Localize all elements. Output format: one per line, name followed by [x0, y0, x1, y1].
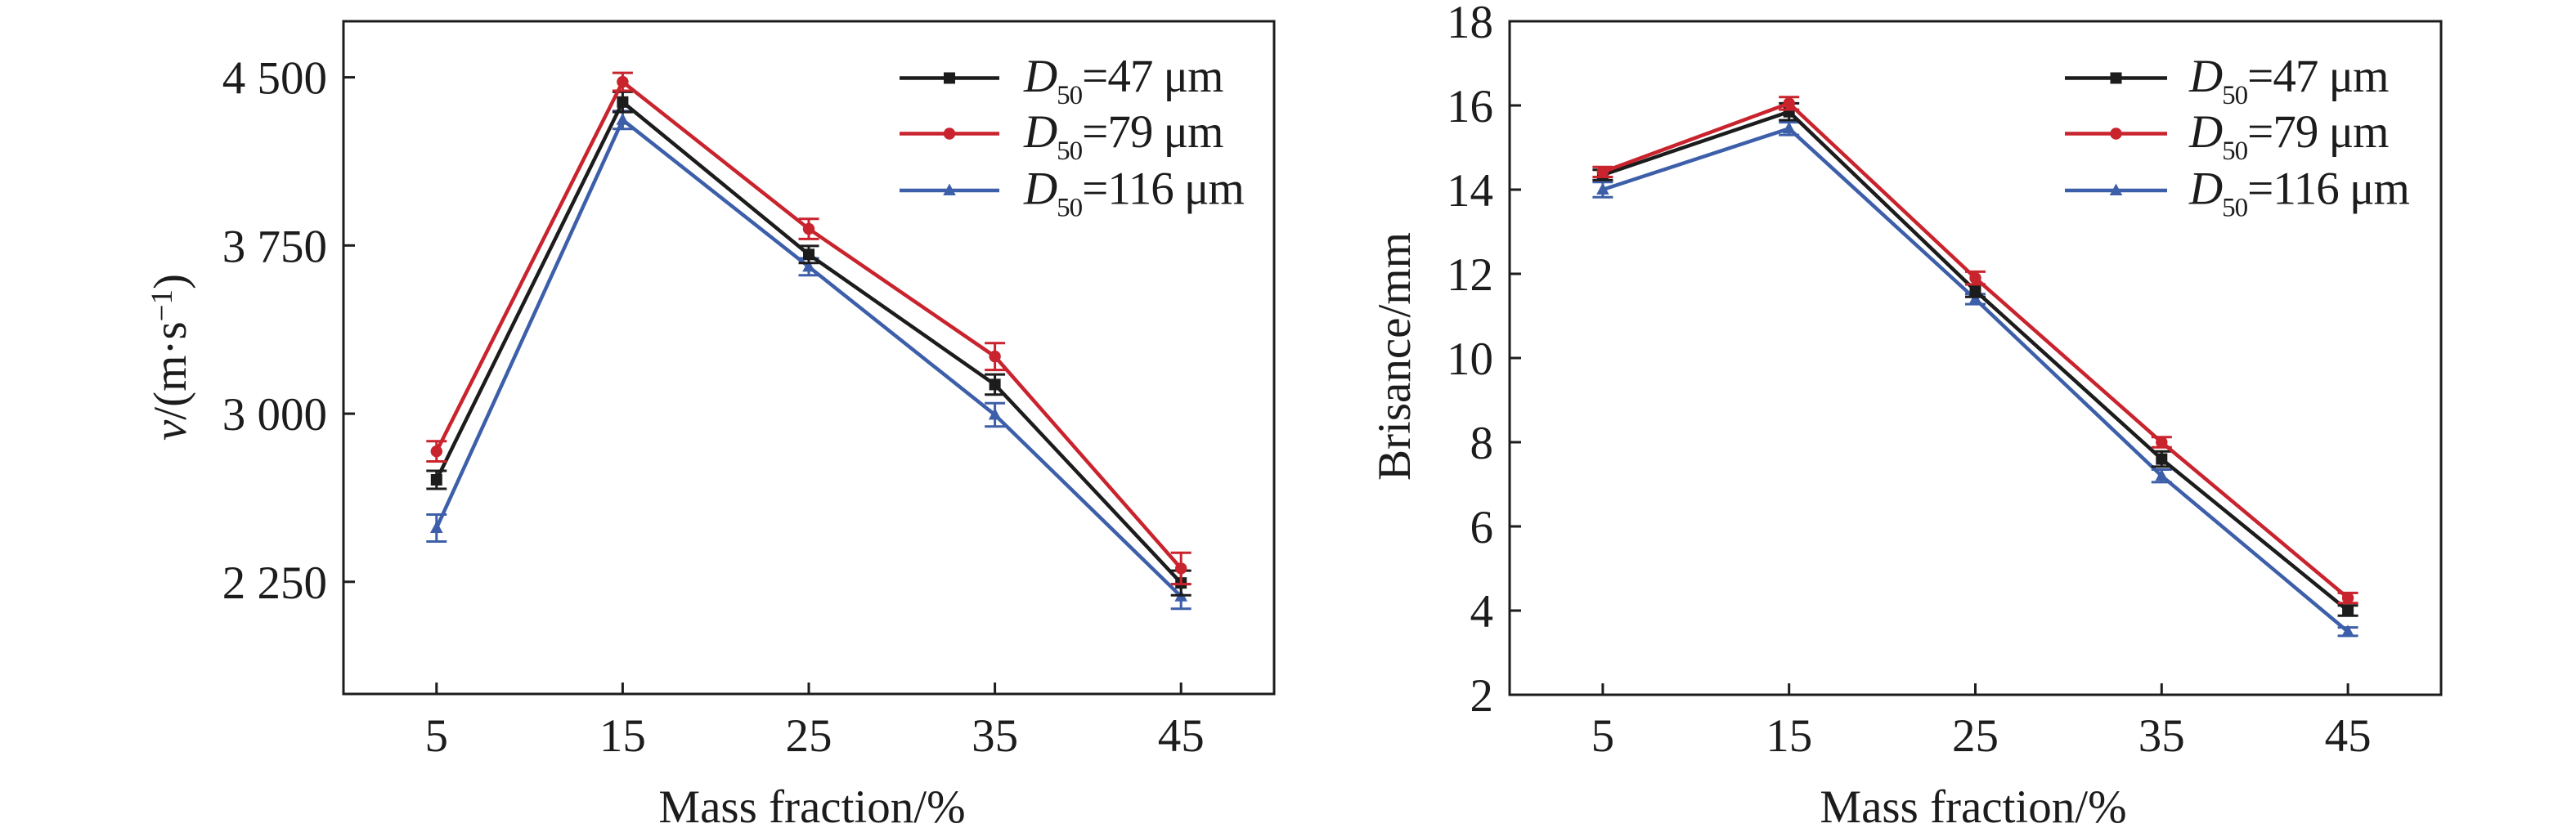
svg-text:2: 2	[1470, 670, 1494, 722]
svg-text:D50=79 μm: D50=79 μm	[2188, 106, 2389, 166]
svg-text:3 000: 3 000	[222, 389, 327, 441]
svg-text:D50=116 μm: D50=116 μm	[2188, 163, 2410, 223]
svg-text:2 250: 2 250	[222, 557, 327, 609]
svg-text:35: 35	[972, 710, 1018, 762]
svg-text:Mass fraction/%: Mass fraction/%	[658, 781, 965, 833]
svg-text:16: 16	[1447, 81, 1493, 132]
svg-text:18: 18	[1447, 0, 1493, 48]
svg-text:45: 45	[1158, 710, 1205, 762]
svg-text:Mass fraction/%: Mass fraction/%	[1820, 781, 2126, 833]
svg-text:15: 15	[599, 710, 646, 762]
svg-text:15: 15	[1766, 710, 1812, 762]
svg-text:35: 35	[2138, 710, 2185, 762]
svg-text:5: 5	[1591, 710, 1615, 762]
svg-text:14: 14	[1447, 165, 1493, 217]
svg-text:v/(m·s−1): v/(m·s−1)	[145, 274, 196, 441]
svg-text:25: 25	[786, 710, 832, 762]
svg-text:25: 25	[1952, 710, 1999, 762]
svg-text:D50=47 μm: D50=47 μm	[2188, 51, 2389, 110]
svg-text:D50=116 μm: D50=116 μm	[1023, 163, 1245, 223]
svg-text:4 500: 4 500	[222, 53, 327, 105]
svg-text:8: 8	[1470, 418, 1494, 469]
svg-text:D50=47 μm: D50=47 μm	[1023, 51, 1223, 110]
svg-text:5: 5	[425, 710, 449, 762]
svg-text:10: 10	[1447, 333, 1493, 385]
svg-text:45: 45	[2325, 710, 2372, 762]
svg-text:4: 4	[1470, 586, 1494, 638]
svg-text:12: 12	[1447, 249, 1493, 301]
svg-text:3 750: 3 750	[222, 221, 327, 272]
svg-text:D50=79 μm: D50=79 μm	[1023, 106, 1223, 166]
svg-text:6: 6	[1470, 502, 1494, 553]
svg-text:Brisance/mm: Brisance/mm	[1369, 232, 1420, 481]
